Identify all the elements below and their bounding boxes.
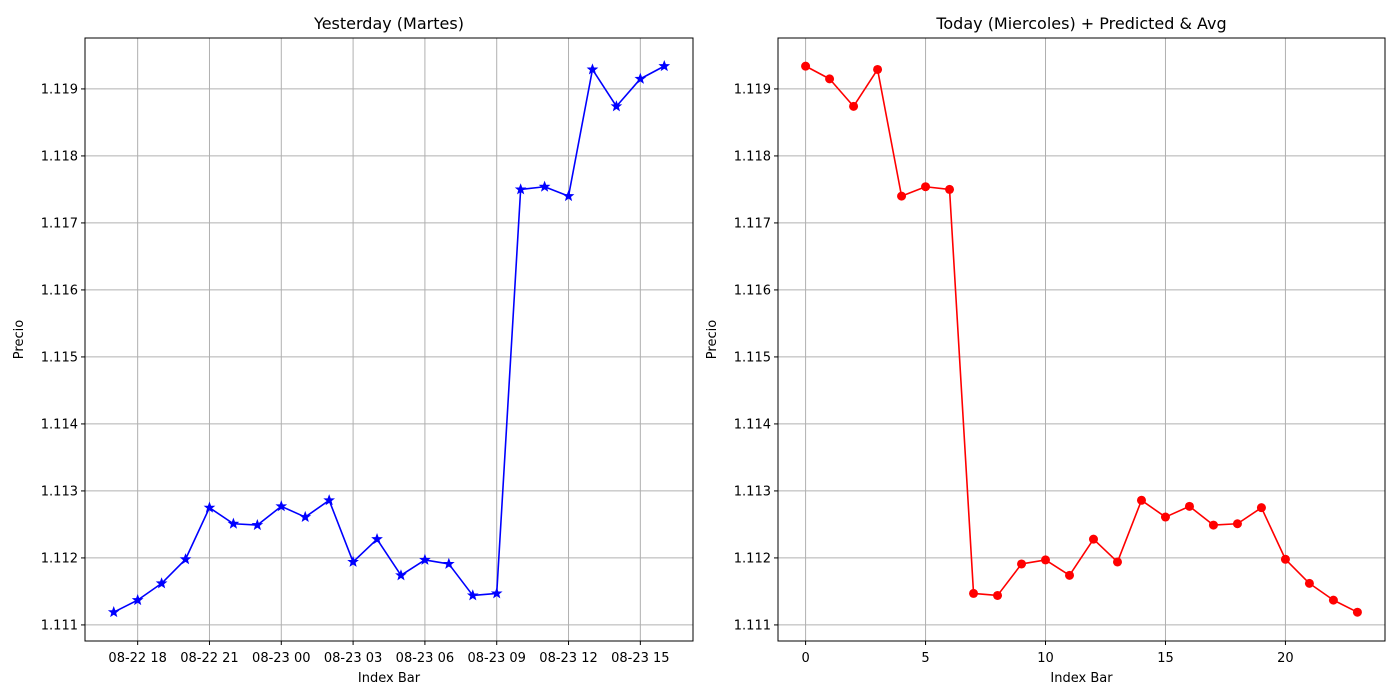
data-point [873, 64, 883, 74]
data-point [371, 533, 383, 545]
y-tick-label: 1.116 [41, 283, 78, 298]
data-point [466, 589, 479, 601]
series-layer [107, 59, 671, 618]
data-point [897, 191, 907, 201]
y-tick-label: 1.112 [41, 551, 78, 566]
y-tick-label: 1.117 [41, 216, 78, 231]
series-layer [801, 61, 1362, 617]
chart-today: 1.111 1.112 1.113 1.114 1.115 1.116 1.117 1.118… [705, 14, 1386, 686]
data-point [1280, 554, 1290, 564]
data-point [1112, 557, 1122, 567]
data-point [251, 518, 264, 531]
y-tick-label: 1.117 [734, 216, 771, 231]
data-point [1208, 520, 1218, 530]
data-point [490, 587, 503, 599]
y-tick-label: 1.118 [41, 149, 78, 164]
x-axis-label: Index Bar [1050, 671, 1113, 686]
data-point [107, 606, 120, 618]
x-tick-label: 08-23 03 [324, 651, 382, 666]
plot-frame [777, 37, 1386, 642]
data-point [131, 593, 144, 606]
data-point [1256, 503, 1266, 513]
data-point [1232, 519, 1242, 529]
y-axis-label: Precio [705, 320, 720, 359]
grid-lines [85, 38, 693, 641]
x-tick-label: 08-23 09 [467, 651, 525, 666]
y-tick-label: 1.119 [41, 82, 78, 97]
y-axis-label: Precio [12, 320, 27, 359]
x-tick-label: 08-23 06 [396, 651, 454, 666]
data-point [1017, 559, 1027, 569]
data-point [945, 184, 955, 194]
data-point [1136, 495, 1146, 505]
y-tick-label: 1.115 [41, 350, 78, 365]
y-tick-label: 1.114 [734, 417, 771, 432]
series-line [113, 65, 665, 613]
y-tick-label: 1.114 [41, 417, 78, 432]
axis-ticks: 1.111 1.112 1.113 1.114 1.115 1.116 1.117 1.118… [734, 82, 1294, 666]
data-point [921, 182, 931, 192]
chart-yesterday: 1.111 1.112 1.113 1.114 1.115 1.116 1.117 1.118… [12, 14, 694, 686]
data-point [323, 494, 335, 506]
data-point [514, 183, 527, 195]
chart-title: Yesterday (Martes) [313, 14, 464, 33]
data-point [1160, 512, 1170, 522]
data-point [1304, 578, 1314, 588]
x-axis-label: Index Bar [358, 671, 421, 686]
y-tick-label: 1.116 [734, 283, 771, 298]
y-tick-label: 1.111 [734, 618, 771, 633]
data-point [538, 180, 551, 192]
y-tick-label: 1.113 [41, 484, 78, 499]
data-point [395, 569, 407, 581]
x-tick-label: 10 [1037, 651, 1054, 666]
x-tick-label: 08-23 15 [611, 651, 669, 666]
data-point [1328, 595, 1338, 605]
axis-ticks: 1.111 1.112 1.113 1.114 1.115 1.116 1.117 1.118… [41, 82, 670, 666]
data-point [849, 101, 859, 111]
chart-title: Today (Miercoles) + Predicted & Avg [935, 14, 1226, 33]
data-point [299, 510, 312, 523]
data-point [275, 500, 288, 512]
data-point [179, 553, 192, 565]
data-point [969, 588, 979, 598]
y-tick-label: 1.115 [734, 350, 771, 365]
data-point [419, 553, 431, 565]
data-point [825, 74, 835, 84]
x-tick-label: 20 [1277, 651, 1294, 666]
x-tick-label: 5 [921, 651, 929, 666]
data-point [1065, 570, 1075, 580]
data-point [634, 72, 647, 84]
data-point [347, 555, 359, 567]
x-tick-label: 08-22 18 [108, 651, 166, 666]
y-tick-label: 1.118 [734, 149, 771, 164]
data-point [1088, 534, 1098, 544]
x-tick-label: 0 [801, 651, 809, 666]
data-point [1352, 607, 1362, 617]
y-tick-label: 1.119 [734, 82, 771, 97]
y-tick-label: 1.112 [734, 551, 771, 566]
data-point [658, 59, 671, 72]
series-line [805, 65, 1358, 613]
x-tick-label: 08-22 21 [180, 651, 238, 666]
data-point [1041, 555, 1051, 565]
data-point [801, 61, 811, 71]
data-point [610, 100, 623, 112]
data-point [227, 517, 240, 529]
x-tick-label: 08-23 00 [252, 651, 310, 666]
x-tick-label: 08-23 12 [539, 651, 597, 666]
data-point [203, 501, 216, 513]
x-tick-label: 15 [1157, 651, 1174, 666]
plot-frame [84, 37, 694, 642]
y-tick-label: 1.111 [41, 618, 78, 633]
data-point [993, 590, 1003, 600]
data-point [1184, 501, 1194, 511]
data-point [586, 63, 599, 75]
data-point [562, 189, 575, 202]
data-point [155, 577, 168, 589]
data-point [443, 557, 455, 569]
y-tick-label: 1.113 [734, 484, 771, 499]
